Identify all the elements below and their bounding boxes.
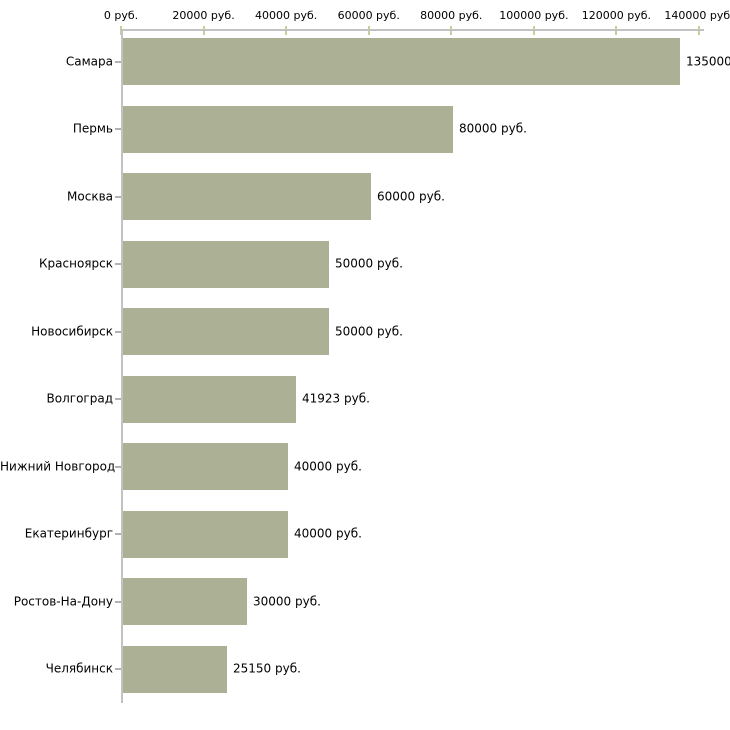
value-label: 25150 руб. xyxy=(233,661,301,676)
category-label: Красноярск xyxy=(39,256,113,271)
x-axis-tick-label: 120000 руб. xyxy=(581,9,652,22)
value-label: 50000 руб. xyxy=(335,324,403,338)
category-label: Нижний Новгород xyxy=(0,459,116,473)
y-axis-line xyxy=(121,29,123,703)
x-axis-line xyxy=(121,29,704,31)
bar xyxy=(123,510,288,558)
y-axis-tick-mark xyxy=(115,60,121,63)
y-axis-tick-mark xyxy=(115,128,121,130)
y-axis-tick-mark xyxy=(115,263,121,265)
category-label: Москва xyxy=(67,189,113,203)
value-label: 60000 руб. xyxy=(377,189,445,203)
category-label: Челябинск xyxy=(45,661,113,676)
x-axis-tick-label: 0 руб. xyxy=(103,9,139,22)
y-axis-tick-mark xyxy=(115,195,121,198)
x-axis-tick-label: 40000 руб. xyxy=(255,9,318,22)
bar xyxy=(123,645,227,693)
bar xyxy=(123,443,288,490)
category-label: Ростов-На-Дону xyxy=(13,594,113,608)
value-label: 80000 руб. xyxy=(459,121,527,136)
y-axis-tick-mark xyxy=(115,330,121,333)
bar xyxy=(123,375,296,423)
value-label: 30000 руб. xyxy=(253,594,321,608)
y-axis-tick-mark xyxy=(115,668,121,670)
value-label: 40000 руб. xyxy=(294,459,362,473)
value-label: 41923 руб. xyxy=(302,391,370,406)
value-label: 135000 руб. xyxy=(686,54,730,68)
bar xyxy=(123,173,371,220)
x-axis-tick-label: 140000 руб. xyxy=(664,9,730,22)
y-axis-tick-mark xyxy=(115,465,121,468)
value-label: 40000 руб. xyxy=(294,526,362,541)
category-label: Пермь xyxy=(72,121,113,136)
x-axis-tick-label: 20000 руб. xyxy=(172,9,235,22)
category-label: Новосибирск xyxy=(31,324,113,338)
x-axis-tick-label: 80000 руб. xyxy=(420,9,483,22)
category-label: Волгоград xyxy=(46,391,113,406)
x-axis-tick-label: 60000 руб. xyxy=(337,9,400,22)
value-label: 50000 руб. xyxy=(335,256,403,271)
category-label: Самара xyxy=(65,54,113,68)
category-label: Екатеринбург xyxy=(24,526,113,541)
y-axis-tick-mark xyxy=(115,398,121,400)
bar xyxy=(123,308,329,355)
bar xyxy=(123,578,247,625)
bar xyxy=(123,38,680,85)
x-axis-tick-label: 100000 руб. xyxy=(499,9,569,22)
y-axis-tick-mark xyxy=(115,600,121,603)
y-axis-tick-mark xyxy=(115,533,121,535)
bar xyxy=(123,105,453,153)
bar xyxy=(123,240,329,288)
